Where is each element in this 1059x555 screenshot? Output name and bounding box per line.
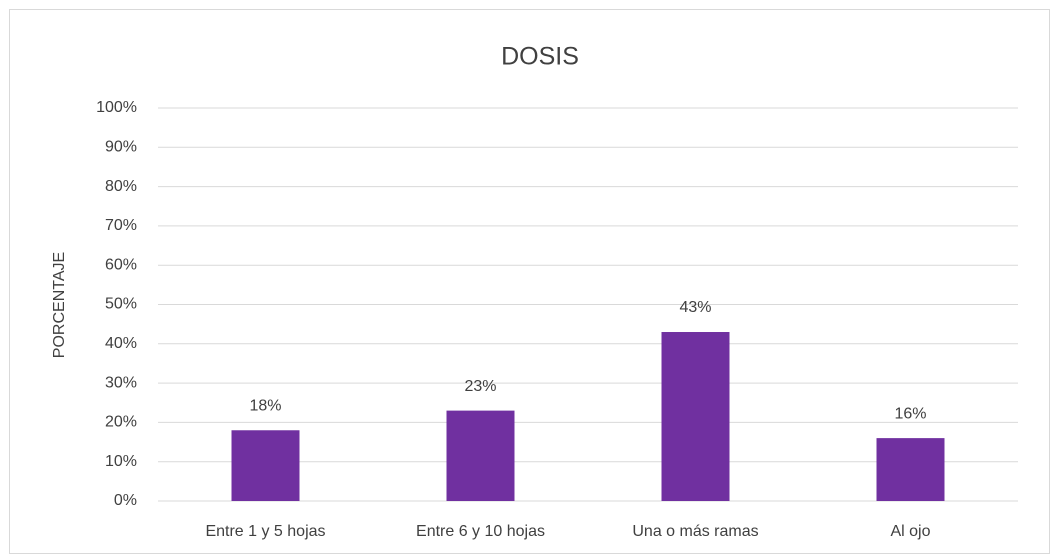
y-tick-label: 70% — [105, 217, 137, 234]
data-label: 43% — [679, 299, 711, 316]
bar — [446, 410, 515, 501]
bar — [876, 438, 945, 501]
y-tick-label: 0% — [114, 492, 137, 509]
bar — [661, 332, 730, 501]
chart-frame — [9, 9, 1050, 554]
y-tick-label: 30% — [105, 374, 137, 391]
y-tick-label: 50% — [105, 296, 137, 313]
data-label: 16% — [894, 405, 926, 422]
bar — [231, 430, 300, 501]
chart-title: DOSIS — [501, 43, 579, 71]
y-tick-label: 80% — [105, 178, 137, 195]
y-tick-label: 40% — [105, 335, 137, 352]
data-label: 23% — [464, 378, 496, 395]
y-tick-label: 90% — [105, 139, 137, 156]
x-tick-label: Entre 6 y 10 hojas — [416, 523, 545, 540]
y-tick-label: 10% — [105, 453, 137, 470]
x-tick-label: Una o más ramas — [632, 523, 758, 540]
y-tick-label: 20% — [105, 414, 137, 431]
data-label: 18% — [249, 397, 281, 414]
x-tick-label: Entre 1 y 5 hojas — [205, 523, 325, 540]
y-axis-label: PORCENTAJE — [51, 252, 68, 358]
x-tick-label: Al ojo — [890, 523, 930, 540]
y-tick-label: 60% — [105, 256, 137, 273]
y-tick-label: 100% — [96, 99, 137, 116]
